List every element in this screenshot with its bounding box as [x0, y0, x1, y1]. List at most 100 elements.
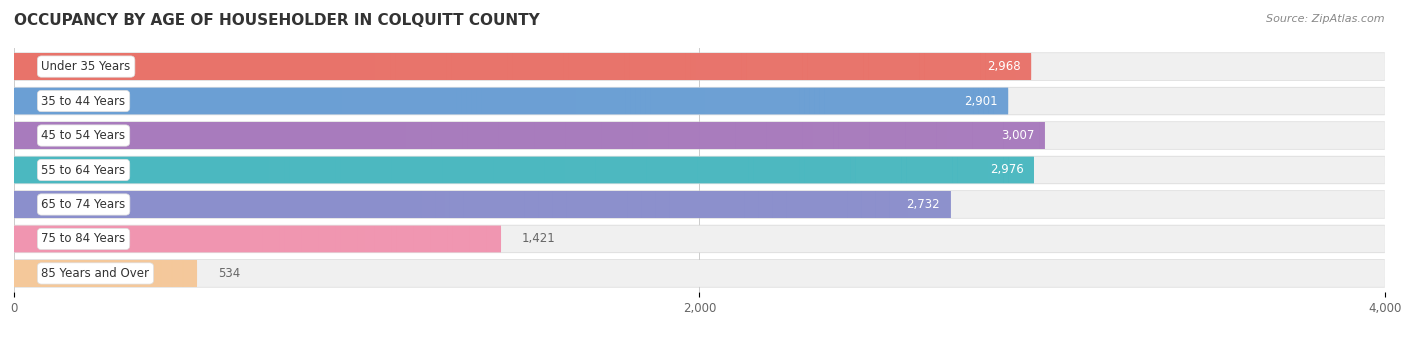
Bar — [488, 122, 494, 149]
Bar — [666, 156, 672, 184]
Bar — [665, 53, 671, 80]
Bar — [387, 156, 392, 184]
Bar — [24, 191, 28, 218]
Bar — [889, 53, 894, 80]
Bar — [318, 225, 321, 252]
Bar — [329, 53, 335, 80]
Bar — [447, 122, 453, 149]
Bar — [800, 156, 804, 184]
Bar — [31, 225, 34, 252]
Bar — [785, 88, 790, 115]
Bar — [648, 122, 654, 149]
Bar — [177, 225, 180, 252]
Bar — [24, 156, 30, 184]
Bar — [890, 122, 896, 149]
Bar — [828, 122, 834, 149]
Bar — [183, 156, 187, 184]
Bar — [543, 191, 548, 218]
FancyBboxPatch shape — [14, 52, 1385, 81]
Bar — [803, 122, 807, 149]
Bar — [772, 53, 778, 80]
Bar — [924, 53, 929, 80]
Bar — [782, 53, 787, 80]
Bar — [1001, 53, 1005, 80]
Bar — [908, 191, 912, 218]
Bar — [443, 225, 446, 252]
Bar — [457, 53, 461, 80]
Bar — [880, 122, 884, 149]
Bar — [700, 88, 706, 115]
FancyBboxPatch shape — [14, 156, 1033, 184]
Bar — [884, 122, 890, 149]
Bar — [662, 156, 666, 184]
Bar — [374, 191, 380, 218]
Bar — [269, 53, 274, 80]
FancyBboxPatch shape — [14, 191, 950, 218]
Bar — [221, 122, 225, 149]
Bar — [173, 225, 174, 252]
Bar — [312, 88, 318, 115]
Bar — [226, 225, 229, 252]
Bar — [416, 191, 422, 218]
Bar — [606, 122, 612, 149]
Bar — [27, 225, 30, 252]
Bar — [876, 191, 880, 218]
Bar — [256, 122, 262, 149]
Bar — [814, 88, 820, 115]
Bar — [65, 156, 70, 184]
Text: OCCUPANCY BY AGE OF HOUSEHOLDER IN COLQUITT COUNTY: OCCUPANCY BY AGE OF HOUSEHOLDER IN COLQU… — [14, 13, 540, 28]
Bar — [775, 88, 780, 115]
Bar — [432, 156, 437, 184]
Bar — [290, 156, 295, 184]
Bar — [174, 122, 179, 149]
Bar — [321, 156, 325, 184]
Bar — [409, 225, 411, 252]
Bar — [675, 53, 681, 80]
Bar — [201, 225, 204, 252]
Bar — [513, 122, 519, 149]
Bar — [522, 88, 526, 115]
Bar — [35, 156, 39, 184]
Bar — [730, 191, 735, 218]
Bar — [79, 88, 84, 115]
Bar — [350, 156, 356, 184]
Bar — [591, 122, 596, 149]
Bar — [529, 122, 534, 149]
Bar — [17, 225, 20, 252]
Bar — [927, 191, 932, 218]
Bar — [626, 88, 631, 115]
Bar — [948, 156, 952, 184]
Bar — [153, 225, 156, 252]
Bar — [287, 225, 290, 252]
Bar — [90, 53, 96, 80]
Bar — [769, 88, 775, 115]
Bar — [285, 191, 291, 218]
Bar — [24, 88, 30, 115]
Bar — [575, 122, 581, 149]
Bar — [967, 122, 973, 149]
Bar — [681, 53, 686, 80]
Bar — [912, 191, 918, 218]
Bar — [344, 53, 350, 80]
Text: 35 to 44 Years: 35 to 44 Years — [42, 95, 125, 107]
Bar — [340, 156, 346, 184]
Bar — [848, 191, 852, 218]
Bar — [472, 225, 474, 252]
Bar — [20, 53, 24, 80]
Bar — [441, 53, 447, 80]
Bar — [643, 122, 648, 149]
Bar — [492, 191, 496, 218]
Bar — [211, 191, 215, 218]
Bar — [101, 225, 104, 252]
Bar — [1026, 53, 1032, 80]
Bar — [70, 53, 76, 80]
Bar — [841, 156, 845, 184]
Bar — [416, 122, 422, 149]
FancyBboxPatch shape — [14, 121, 1385, 150]
Bar — [627, 122, 633, 149]
Bar — [187, 225, 190, 252]
Bar — [412, 191, 416, 218]
Bar — [457, 225, 460, 252]
Bar — [636, 88, 641, 115]
Bar — [486, 191, 492, 218]
